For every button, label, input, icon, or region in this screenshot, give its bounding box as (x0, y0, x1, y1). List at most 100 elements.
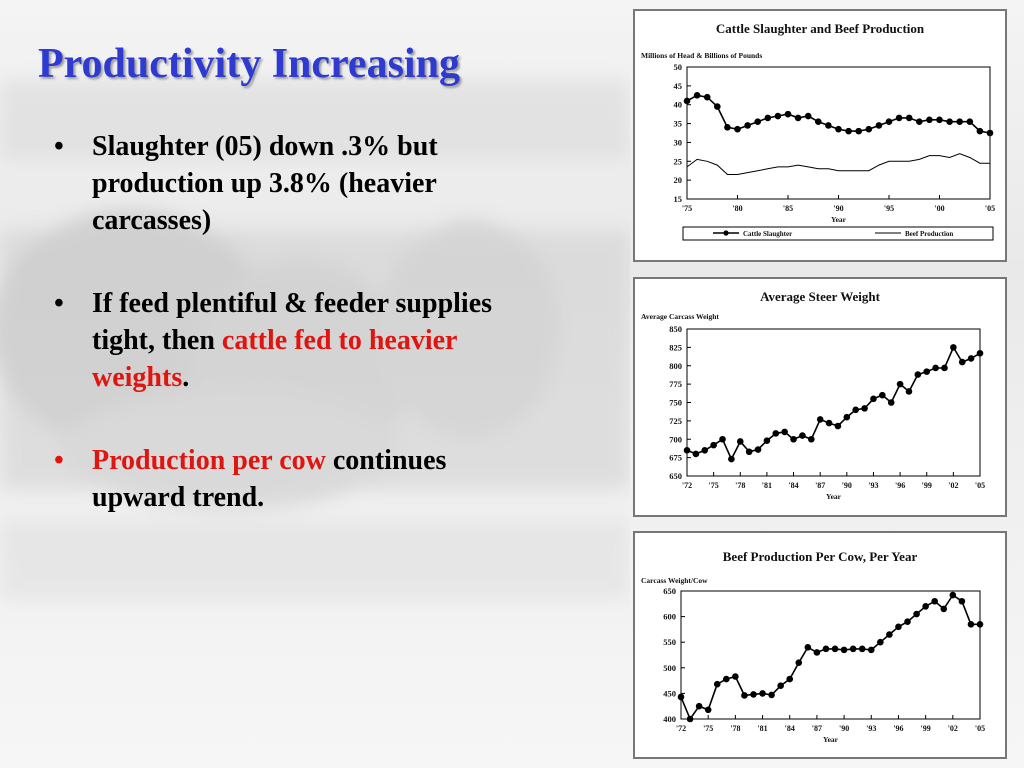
chart-cattle-slaughter-beef-production: Cattle Slaughter and Beef Production Mill… (633, 9, 1007, 262)
data-point (966, 118, 974, 125)
bullet-symbol: • (54, 131, 64, 162)
data-point (732, 673, 739, 680)
data-point (790, 435, 797, 443)
y-tick-label: 20 (674, 175, 683, 185)
series-line (680, 593, 980, 721)
x-axis-label: Year (823, 735, 839, 744)
chart-svg: Cattle Slaughter and Beef Production Mill… (641, 21, 995, 241)
data-point (976, 349, 984, 357)
y-axis-label: Millions of Head & Billions of Pounds (641, 51, 762, 60)
x-tick-label: '99 (921, 724, 931, 733)
x-tick-label: '02 (948, 724, 958, 733)
y-tick-label: 750 (669, 398, 682, 408)
x-axis-label: Year (831, 215, 847, 224)
x-tick-label: '99 (922, 481, 932, 490)
data-point (867, 646, 875, 654)
data-point (750, 691, 757, 698)
x-tick-label: '93 (868, 481, 878, 490)
data-point (932, 364, 939, 372)
data-point (949, 591, 957, 599)
y-tick-label: 400 (663, 714, 676, 724)
y-tick-label: 50 (674, 62, 683, 72)
plot-frame (686, 328, 981, 477)
x-axis-label: Year (826, 492, 842, 501)
bullet-item: • Slaughter (05) down .3% but production… (50, 128, 530, 239)
x-tick-label: '96 (893, 724, 903, 733)
x-tick-label: '75 (682, 204, 692, 213)
data-point (914, 371, 922, 378)
data-point (813, 649, 821, 656)
data-point (946, 118, 953, 125)
y-tick-label: 45 (674, 81, 683, 91)
bullet-symbol: • (54, 445, 64, 476)
data-point (845, 127, 852, 135)
data-point (879, 391, 886, 399)
bullet-text: Slaughter (05) down .3% but production u… (92, 131, 438, 236)
x-tick-label: '78 (735, 481, 745, 490)
data-point (877, 638, 884, 646)
y-axis-label: Average Carcass Weight (641, 312, 719, 321)
data-point (875, 122, 883, 129)
data-point (808, 435, 815, 443)
chart-title: Beef Production Per Cow, Per Year (723, 549, 918, 564)
data-point (835, 125, 842, 133)
x-tick-label: '00 (934, 204, 944, 213)
x-tick-label: '05 (985, 204, 995, 213)
data-point (784, 110, 792, 118)
bullet-item: • Production per cow continues upward tr… (50, 442, 530, 516)
data-point (895, 114, 903, 122)
plot-frame (680, 590, 981, 720)
data-point (774, 112, 782, 120)
data-point (815, 118, 822, 125)
x-tick-label: '05 (975, 724, 985, 733)
y-tick-label: 40 (674, 100, 683, 110)
data-point (855, 127, 862, 135)
x-tick-label: '96 (895, 481, 905, 490)
data-point (764, 114, 772, 122)
y-tick-label: 600 (663, 612, 676, 622)
data-point (754, 118, 761, 125)
data-point (723, 675, 730, 683)
data-point (858, 645, 866, 653)
chart-average-steer-weight: Average Steer Weight Average Carcass Weig… (633, 277, 1007, 517)
data-point (825, 419, 833, 427)
x-tick-label: '87 (815, 481, 825, 490)
series-line (686, 153, 990, 175)
x-tick-label: '72 (676, 724, 686, 733)
x-tick-label: '78 (730, 724, 740, 733)
x-tick-label: '87 (812, 724, 822, 733)
data-point (763, 437, 771, 445)
data-point (852, 406, 859, 414)
x-tick-label: '75 (703, 724, 713, 733)
data-point (885, 118, 893, 125)
bullet-list: • Slaughter (05) down .3% but production… (50, 128, 530, 562)
x-tick-label: '90 (842, 481, 852, 490)
data-point (887, 399, 895, 406)
x-tick-label: '84 (788, 481, 798, 490)
data-point (794, 114, 802, 122)
data-point (695, 702, 703, 710)
data-point (916, 118, 923, 125)
y-tick-label: 35 (674, 119, 683, 129)
legend-marker (723, 230, 729, 236)
data-point (759, 690, 766, 697)
slide-title: Productivity Increasing (38, 41, 460, 87)
faded-cattle-photo (0, 80, 630, 600)
data-point (741, 692, 748, 699)
x-tick-label: '90 (839, 724, 849, 733)
data-point (956, 118, 963, 125)
chart-title: Average Steer Weight (760, 289, 881, 304)
data-point (967, 620, 975, 628)
data-point (822, 645, 830, 653)
data-point (831, 645, 839, 653)
legend-label: Beef Production (905, 230, 953, 238)
data-point (870, 395, 877, 403)
data-point (986, 129, 994, 137)
legend-box (682, 226, 994, 241)
data-point (950, 344, 957, 351)
y-tick-label: 30 (674, 137, 683, 147)
data-point (843, 413, 851, 421)
y-tick-label: 550 (663, 637, 676, 647)
data-point (677, 693, 685, 701)
bullet-text: If feed plentiful & feeder supplies tigh… (92, 288, 493, 356)
